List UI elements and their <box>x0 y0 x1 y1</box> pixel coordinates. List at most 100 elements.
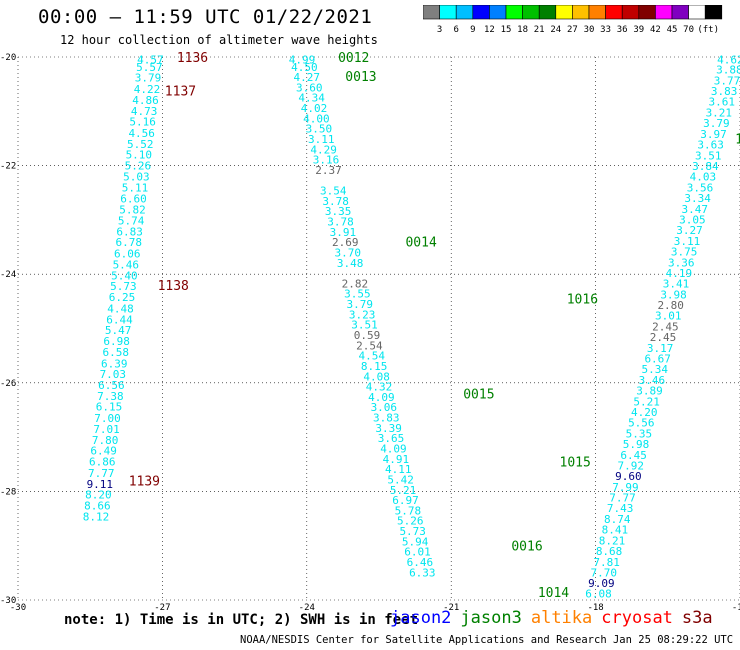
wave-height-value: 7.77 <box>609 491 636 504</box>
color-scale-label: 36 <box>617 25 628 35</box>
wave-height-value: 4.27 <box>294 71 321 84</box>
color-scale-label: 70 <box>683 25 694 35</box>
wave-height-value: 5.78 <box>395 504 422 517</box>
wave-height-value: 4.99 <box>289 54 316 67</box>
wave-height-value: 6.56 <box>98 379 125 392</box>
color-scale-label: 39 <box>633 25 644 35</box>
footer-credit: NOAA/NESDIS Center for Satellite Applica… <box>240 634 740 646</box>
wave-height-value: 3.60 <box>296 81 323 94</box>
wave-height-value: 4.03 <box>690 170 717 183</box>
wave-height-value: 5.16 <box>129 116 156 129</box>
wave-height-value: 6.08 <box>585 587 612 600</box>
wave-height-value: 4.08 <box>363 370 390 383</box>
wave-height-value: 7.38 <box>97 390 124 403</box>
wave-height-value: 5.47 <box>105 324 132 337</box>
track-label: 1139 <box>129 475 160 490</box>
track-label: 1014 <box>538 586 569 601</box>
wave-height-value: 5.73 <box>110 280 137 293</box>
wave-height-value: 6.86 <box>89 456 116 469</box>
mission-jason2: jason2 <box>390 608 452 628</box>
wave-height-value: 5.21 <box>633 395 660 408</box>
wave-height-value: 6.25 <box>109 291 136 304</box>
color-scale-label: 3 <box>437 25 442 35</box>
color-scale-label: 12 <box>484 25 495 35</box>
wave-height-value: 4.19 <box>666 267 693 280</box>
wave-height-value: 4.02 <box>301 102 328 115</box>
wave-height-value: 7.03 <box>100 368 127 381</box>
track-label: 1015 <box>560 456 591 471</box>
track-label: 10 <box>735 132 740 147</box>
mission-cryosat: cryosat <box>601 608 673 628</box>
wave-height-value: 9.11 <box>87 478 114 491</box>
wave-height-value: 3.65 <box>378 432 405 445</box>
wave-height-value: 4.09 <box>368 391 395 404</box>
wave-height-value: 2.82 <box>342 277 369 290</box>
mission-legend: jason2 jason3 altika cryosat s3a <box>390 608 722 628</box>
longitude-tick-label: -21 <box>443 603 459 613</box>
track-label: 1138 <box>158 279 189 294</box>
wave-height-value: 8.41 <box>602 523 629 536</box>
color-scale-legend: 3 6 9 12 15 18 21 24 27 30 33 36 39 42 45 70 (ft) <box>423 5 723 35</box>
wave-height-value: 6.58 <box>102 346 129 359</box>
wave-height-value: 5.98 <box>623 438 650 451</box>
mission-jason3: jason3 <box>460 608 522 628</box>
wave-height-value: 3.17 <box>647 342 674 355</box>
wave-height-value: 6.78 <box>115 236 142 249</box>
page-subtitle: 12 hour collection of altimeter wave hei… <box>60 33 378 47</box>
wave-height-value: 5.10 <box>126 149 153 162</box>
wave-height-value: 2.69 <box>332 236 359 249</box>
wave-height-value: 7.70 <box>591 566 618 579</box>
latitude-tick-label: -28 <box>0 487 16 497</box>
wave-height-value: 3.79 <box>135 72 162 85</box>
color-scale-label: 30 <box>584 25 595 35</box>
wave-height-value: 4.91 <box>383 453 410 466</box>
wave-height-value: 3.70 <box>334 246 361 259</box>
wave-height-value: 3.89 <box>636 384 663 397</box>
wave-height-value: 5.11 <box>122 181 149 194</box>
color-scale-label: 21 <box>534 25 545 35</box>
wave-height-value: 6.45 <box>620 449 647 462</box>
latitude-tick-label: -22 <box>0 162 16 172</box>
wave-height-value: 3.63 <box>697 138 724 151</box>
wave-height-value: 6.33 <box>409 566 436 579</box>
wave-height-value: 6.44 <box>106 313 133 326</box>
wave-height-value: 3.16 <box>313 154 340 167</box>
wave-height-value: 3.41 <box>663 277 690 290</box>
wave-height-value: 3.51 <box>695 149 722 162</box>
wave-height-value: 4.32 <box>366 381 393 394</box>
wave-height-value: 4.20 <box>631 406 658 419</box>
color-scale-label: 33 <box>600 25 611 35</box>
color-scale-label: 9 <box>470 25 475 35</box>
wave-height-value: 8.68 <box>596 545 623 558</box>
mission-s3a: s3a <box>681 608 713 628</box>
mission-altika: altika <box>530 608 593 628</box>
wave-height-value: 4.11 <box>385 463 412 476</box>
wave-height-value: 9.09 <box>588 577 615 590</box>
wave-height-value: 3.78 <box>327 216 354 229</box>
wave-height-value: 7.80 <box>92 434 119 447</box>
track-label: 1137 <box>165 85 196 100</box>
wave-height-value: 2.80 <box>657 299 684 312</box>
wave-height-value: 8.21 <box>599 534 626 547</box>
wave-height-value: 4.50 <box>291 61 318 74</box>
track-label: 0016 <box>511 540 542 555</box>
wave-height-value: 3.61 <box>708 96 735 109</box>
wave-height-value: 3.83 <box>711 85 738 98</box>
color-scale-label: 24 <box>550 25 561 35</box>
track-label: 1016 <box>567 293 598 308</box>
wave-height-value: 6.15 <box>96 401 123 414</box>
latitude-tick-label: -20 <box>0 53 16 63</box>
longitude-tick-label: -24 <box>299 603 315 613</box>
color-scale-label: 15 <box>501 25 512 35</box>
wave-height-value: 4.22 <box>134 83 161 96</box>
wave-height-value: 3.21 <box>706 106 733 119</box>
wave-height-value: 3.05 <box>679 213 706 226</box>
page-title: 00:00 – 11:59 UTC 01/22/2021 <box>38 6 373 28</box>
wave-height-value: 6.98 <box>103 335 130 348</box>
wave-height-value: 3.39 <box>375 422 402 435</box>
wave-height-value: 3.48 <box>337 257 364 270</box>
color-swatch <box>704 5 723 20</box>
wave-height-value: 3.84 <box>692 160 719 173</box>
wave-height-value: 2.37 <box>315 164 342 177</box>
